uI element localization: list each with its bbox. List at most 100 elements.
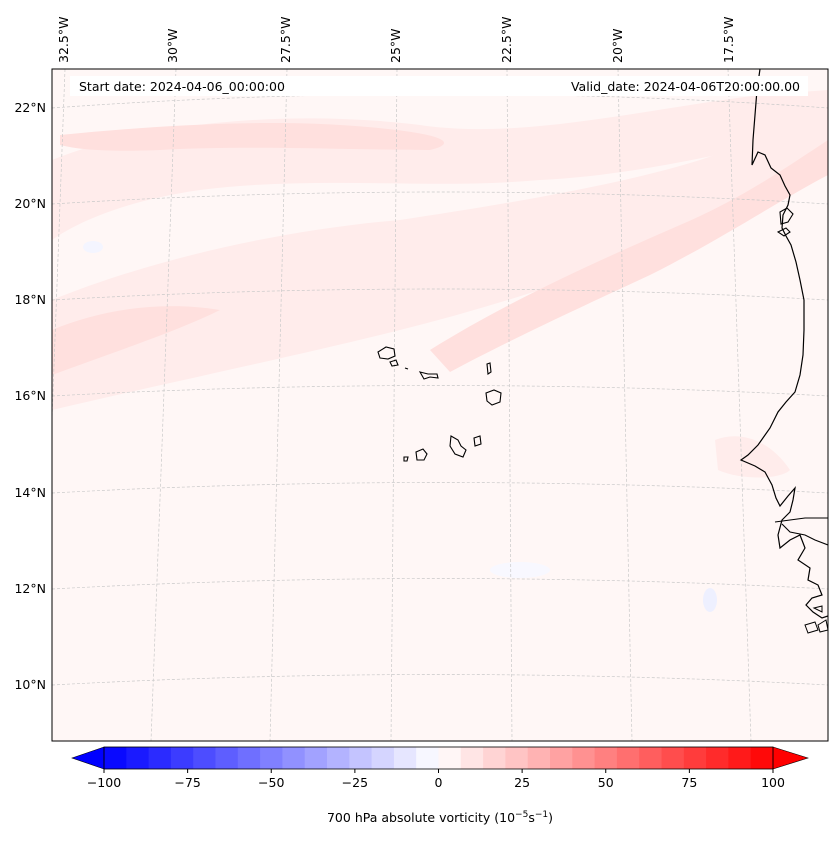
colorbar-tick-label: 25 [514,775,530,790]
island-maio [473,435,482,447]
coast-detail [774,517,828,546]
colorbar: −100 −75 −50 −25 0 25 50 75 100 700 hPa absolute… [71,746,810,825]
lon-label: 27.5°W [278,17,293,63]
colorbar-tick-label: −25 [342,775,368,790]
colorbar-segment [148,747,172,769]
meridian-line [617,69,633,741]
colorbar-segment [483,747,506,769]
colorbar-segment [661,747,685,769]
colorbar-label: 700 hPa absolute vorticity (10−5s−1) [327,810,553,825]
colorbar-segment [393,747,417,769]
colorbar-tick-label: 75 [681,775,697,790]
lat-label: 14°N [14,485,46,500]
header-box [70,76,808,96]
bissagos-islands [804,605,828,634]
coast-detail [776,207,794,237]
lon-label: 17.5°W [721,17,736,63]
island-boa-vista [485,389,502,406]
lat-label: 16°N [14,388,46,403]
meridian-line [150,69,177,741]
colorbar-min-extend [71,746,105,770]
colorbar-segments [104,747,774,769]
longitude-labels: 32.5°W 30°W 27.5°W 25°W 22.5°W 20°W 17.5… [56,17,736,63]
colorbar-segment [505,747,529,769]
colorbar-segment [750,747,774,769]
negative-vorticity-patch [703,588,717,612]
parallel-line [52,385,828,397]
parallel-line [52,191,828,205]
colorbar-tick-label: 0 [435,775,443,790]
african-coastline [739,69,828,619]
colorbar-tick-label: −75 [174,775,200,790]
island-sao-vicente [389,359,399,367]
colorbar-ticks: −100 −75 −50 −25 0 25 50 75 100 [87,769,785,790]
vorticity-coast-patch [715,436,790,478]
valid-date-label: Valid_date: 2024-04-06T20:00:00.00 [571,79,800,94]
parallel-line [52,674,828,686]
map-frame [51,68,829,742]
colorbar-segment [260,747,283,769]
meridian-line [727,69,752,741]
colorbar-segment [594,747,618,769]
colorbar-segment [683,747,707,769]
colorbar-segment [460,747,484,769]
lat-label: 18°N [14,292,46,307]
colorbar-segment [215,747,239,769]
lon-label: 20°W [610,28,625,63]
colorbar-segment [572,747,595,769]
colorbar-segment [438,747,462,769]
vorticity-band-north-core [60,123,445,151]
colorbar-segment [282,747,306,769]
cape-verde-islands [377,346,502,462]
lon-label: 32.5°W [56,17,71,63]
meridian-line [390,69,398,741]
lat-label: 12°N [14,581,46,596]
lon-label: 22.5°W [499,17,514,63]
lat-label: 10°N [14,677,46,692]
parallel-line [52,482,828,494]
colorbar-segment [639,747,662,769]
latitude-labels: 22°N 20°N 18°N 16°N 14°N 12°N 10°N [14,100,46,692]
island-santa-luzia [404,367,409,370]
lon-label: 30°W [165,28,180,63]
island-santo-antao [377,346,396,360]
colorbar-segment [616,747,640,769]
parallel-line [52,288,828,301]
start-date-label: Start date: 2024-04-06_00:00:00 [79,79,285,94]
lat-label: 20°N [14,196,46,211]
colorbar-segment [728,747,752,769]
negative-vorticity-patch [490,562,550,578]
colorbar-segment [416,747,439,769]
colorbar-segment [304,747,328,769]
parallel-line [52,93,828,109]
colorbar-tick-label: −100 [87,775,121,790]
island-fogo [415,448,428,461]
island-sao-nicolau [418,371,439,380]
colorbar-segment [126,747,149,769]
lon-label: 25°W [388,28,403,63]
vorticity-band-main [52,105,828,410]
colorbar-segment [550,747,573,769]
colorbar-segment [327,747,350,769]
parallel-line [52,578,828,590]
vorticity-band-west [52,306,220,375]
colorbar-tick-label: 100 [761,775,785,790]
meridian-line [52,69,66,421]
colorbar-tick-label: −50 [258,775,284,790]
colorbar-segment [527,747,551,769]
meridian-line [269,69,288,741]
meridian-line [506,69,513,741]
colorbar-segment [371,747,395,769]
colorbar-segment [349,747,372,769]
colorbar-tick-label: 50 [598,775,614,790]
graticule [52,69,828,741]
colorbar-segment [237,747,261,769]
island-brava [403,456,409,462]
colorbar-max-extend [772,746,810,770]
map-panel [52,69,828,741]
vorticity-band-core [430,140,828,372]
colorbar-segment [170,747,194,769]
colorbar-segment [104,747,127,769]
